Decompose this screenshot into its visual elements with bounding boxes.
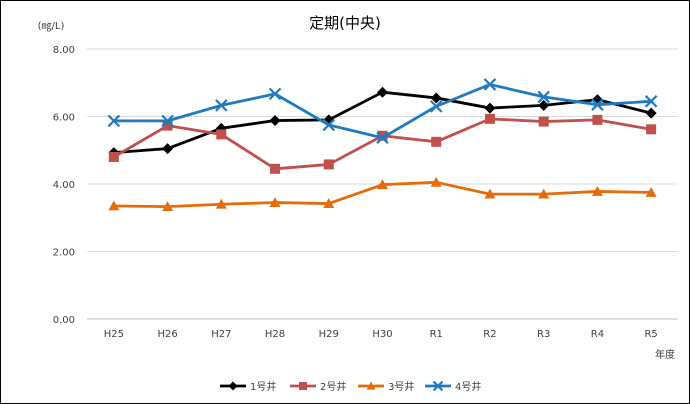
data-point bbox=[484, 113, 495, 124]
legend-label: 2号井 bbox=[320, 380, 346, 393]
data-point bbox=[269, 115, 281, 127]
x-tick-label: R2 bbox=[483, 329, 496, 340]
data-point bbox=[268, 87, 282, 101]
data-point bbox=[323, 198, 335, 208]
data-point bbox=[107, 114, 121, 128]
data-point bbox=[270, 163, 281, 174]
data-point bbox=[592, 114, 603, 125]
data-point bbox=[430, 176, 442, 187]
series-line bbox=[113, 117, 652, 171]
x-tick-label: H28 bbox=[265, 329, 285, 340]
data-point bbox=[215, 198, 227, 209]
data-point bbox=[484, 102, 496, 114]
data-point bbox=[269, 197, 281, 207]
y-tick-label: 4.00 bbox=[53, 180, 75, 191]
data-point bbox=[162, 120, 173, 131]
data-point bbox=[108, 152, 119, 162]
data-point bbox=[376, 131, 389, 145]
data-point bbox=[646, 124, 657, 135]
y-tick-label: 2.00 bbox=[53, 248, 75, 259]
data-point bbox=[538, 188, 550, 199]
y-tick-label: 0.00 bbox=[53, 315, 75, 326]
legend-entry: 2号井 bbox=[290, 380, 346, 393]
data-point bbox=[484, 188, 496, 199]
x-tick-label: H25 bbox=[104, 329, 124, 340]
x-tick-label: R5 bbox=[644, 329, 657, 340]
x-tick-label: H26 bbox=[157, 329, 177, 340]
legend: 1号井 2号井 3号井 4号井 bbox=[220, 380, 481, 393]
series-square bbox=[108, 113, 657, 174]
data-point bbox=[322, 118, 336, 132]
legend-label: 3号井 bbox=[388, 380, 414, 393]
data-point bbox=[591, 98, 604, 111]
data-point bbox=[377, 86, 388, 98]
y-tick-label: 8.00 bbox=[53, 45, 75, 56]
legend-entry: 4号井 bbox=[425, 380, 481, 393]
data-point bbox=[645, 186, 657, 197]
x-tick-label: R3 bbox=[537, 329, 550, 340]
data-point bbox=[644, 95, 658, 108]
y-axis-ticks: 0.00 2.00 4.00 6.00 8.00 bbox=[53, 45, 75, 326]
series-x bbox=[107, 78, 658, 145]
y-axis-unit-label: (㎎/L) bbox=[38, 21, 65, 32]
x-axis-unit-label: 年度 bbox=[655, 348, 675, 361]
x-tick-label: R1 bbox=[430, 329, 443, 340]
legend-entry: 1号井 bbox=[220, 380, 276, 393]
data-point bbox=[162, 143, 174, 155]
data-point bbox=[228, 381, 238, 391]
legend-label: 4号井 bbox=[455, 380, 481, 393]
data-point bbox=[431, 136, 442, 147]
data-point bbox=[377, 130, 388, 141]
data-point bbox=[216, 129, 227, 140]
data-point bbox=[645, 107, 657, 119]
data-point bbox=[377, 179, 388, 190]
data-point bbox=[538, 116, 549, 127]
data-point bbox=[537, 90, 550, 104]
data-point bbox=[483, 78, 497, 91]
data-point bbox=[366, 381, 376, 390]
x-tick-label: H29 bbox=[319, 329, 339, 340]
x-tick-label: H30 bbox=[372, 329, 392, 340]
data-point bbox=[162, 201, 174, 212]
data-point bbox=[161, 114, 174, 128]
x-tick-label: R4 bbox=[591, 329, 604, 340]
series-group bbox=[107, 78, 658, 212]
legend-label: 1号井 bbox=[250, 380, 276, 393]
y-tick-label: 6.00 bbox=[53, 113, 75, 124]
series-triangle bbox=[108, 176, 657, 212]
data-point bbox=[430, 92, 442, 104]
data-point bbox=[432, 380, 444, 392]
x-tick-label: H27 bbox=[211, 329, 231, 340]
series-diamond bbox=[108, 86, 657, 159]
data-point bbox=[108, 200, 120, 211]
data-point bbox=[429, 100, 443, 113]
x-axis-ticks: H25 H26 H27 H28 H29 H30 R1 R2 R3 R4 R5 bbox=[104, 329, 658, 340]
data-point bbox=[215, 99, 228, 112]
data-point bbox=[538, 99, 550, 111]
data-point bbox=[591, 185, 603, 196]
data-point bbox=[299, 382, 307, 390]
legend-entry: 3号井 bbox=[358, 380, 414, 393]
data-point bbox=[323, 159, 334, 170]
chart-title: 定期(中央) bbox=[309, 14, 381, 32]
